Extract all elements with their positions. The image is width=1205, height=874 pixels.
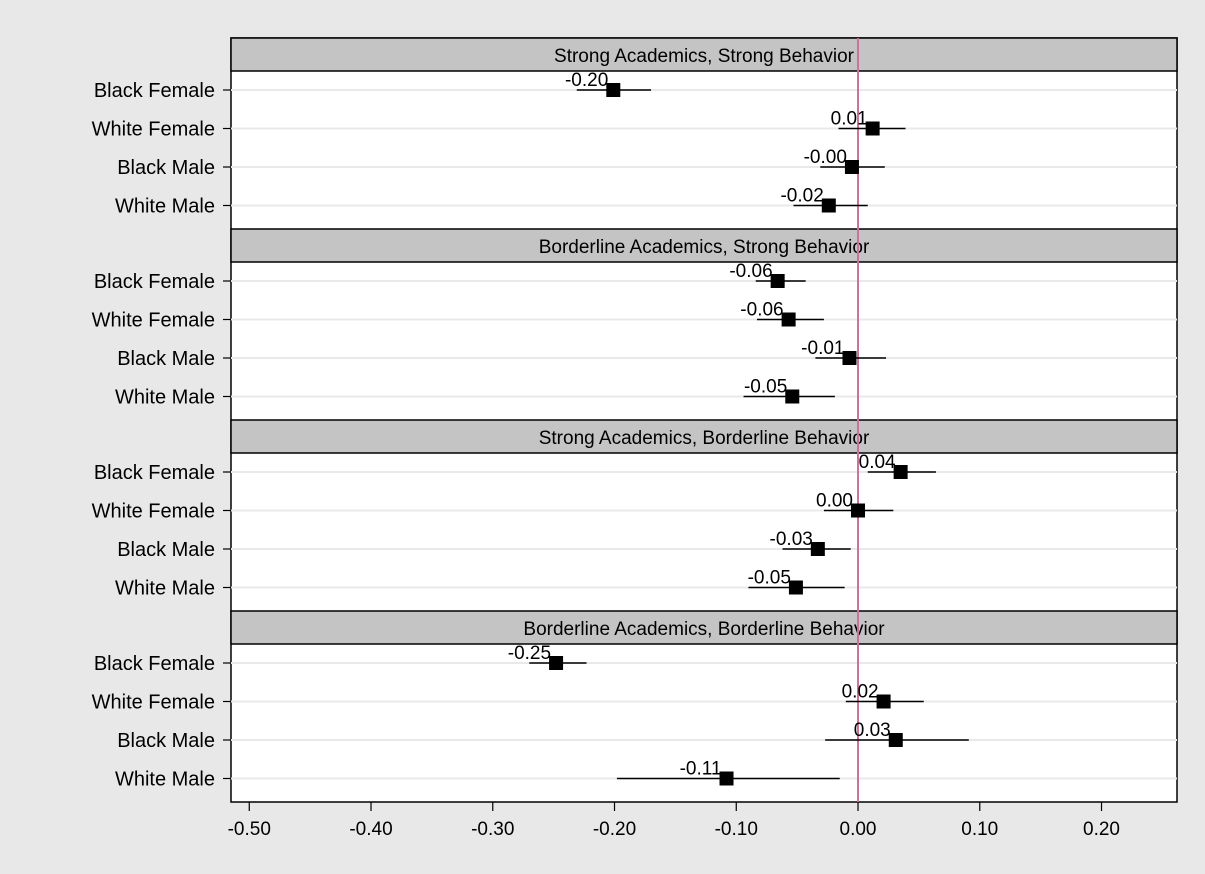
markers: -0.20 0.01 -0.00 -0.02 -0.06 -0.06 -0.01 -0.05 0… [508,70,969,786]
row-label: Black Female [94,653,215,675]
x-tick-label: 0.00 [840,819,877,840]
x-tick-label: -0.20 [593,819,636,840]
point-marker [788,580,803,595]
panel-title: Borderline Academics, Strong Behavior [539,237,870,258]
row-label: White Female [92,119,215,141]
x-axis: -0.50 -0.40 -0.30 -0.20 -0.10 0.00 0.10 0.20 [228,802,1120,840]
data-label: -0.02 [780,186,823,207]
panel: Strong Academics, Strong Behavior Black F… [92,37,1178,218]
point-marker [821,198,836,213]
data-label: -0.06 [740,300,783,321]
x-tick-label: 0.20 [1083,819,1120,840]
panel-header [230,37,1178,72]
data-label: -0.03 [770,529,813,550]
data-label: 0.02 [842,682,879,703]
point-marker [810,542,825,556]
data-label: -0.05 [748,568,791,589]
data-label: -0.20 [565,70,608,91]
x-tick-label: -0.10 [715,819,758,840]
point-marker [844,160,859,174]
data-label: -0.25 [508,643,551,664]
row-label: White Male [115,578,215,600]
row-label: White Female [92,501,215,523]
point-marker [606,83,621,97]
row-label: White Male [115,196,215,218]
point-marker [851,503,866,518]
point-marker [876,694,891,709]
data-label: -0.05 [744,377,787,398]
panel-title: Strong Academics, Strong Behavior [554,46,855,67]
point-marker [888,733,903,747]
data-label: -0.06 [729,261,772,282]
point-marker [719,771,734,786]
panel-header [230,419,1178,454]
data-label: -0.01 [801,338,844,359]
panels: Strong Academics, Strong Behavior Black F… [92,37,1178,791]
row-label: White Male [115,387,215,409]
data-label: 0.00 [816,491,853,512]
data-label: -0.11 [680,759,722,780]
panel-header [230,228,1178,263]
panel: Strong Academics, Borderline Behavior Bla… [92,419,1178,600]
panel: Borderline Academics, Borderline Behavio… [92,610,1178,791]
point-marker [865,121,880,136]
x-tick-label: 0.10 [961,819,998,840]
row-label: Black Male [117,348,215,370]
x-tick-label: -0.30 [471,819,514,840]
panel-title: Strong Academics, Borderline Behavior [539,428,870,449]
point-marker [785,389,800,404]
panel: Borderline Academics, Strong Behavior Bla… [92,228,1178,409]
row-label: Black Female [94,80,215,102]
data-label: 0.04 [859,452,896,473]
row-label: Black Female [94,462,215,484]
point-marker [549,656,564,670]
panel-title: Borderline Academics, Borderline Behavio… [523,619,885,640]
row-label: Black Female [94,271,215,293]
row-label: Black Male [117,157,215,179]
panel-header [230,610,1178,645]
data-label: 0.01 [831,109,868,130]
x-tick-label: -0.50 [228,819,271,840]
row-label: Black Male [117,730,215,752]
x-tick-label: -0.40 [349,819,392,840]
data-label: -0.00 [804,147,847,168]
point-marker [770,274,785,288]
row-label: Black Male [117,539,215,561]
data-label: 0.03 [854,720,891,741]
point-marker [781,312,796,327]
row-label: White Male [115,769,215,791]
row-label: White Female [92,692,215,714]
row-label: White Female [92,310,215,332]
point-marker [842,351,857,365]
point-marker [893,465,908,479]
